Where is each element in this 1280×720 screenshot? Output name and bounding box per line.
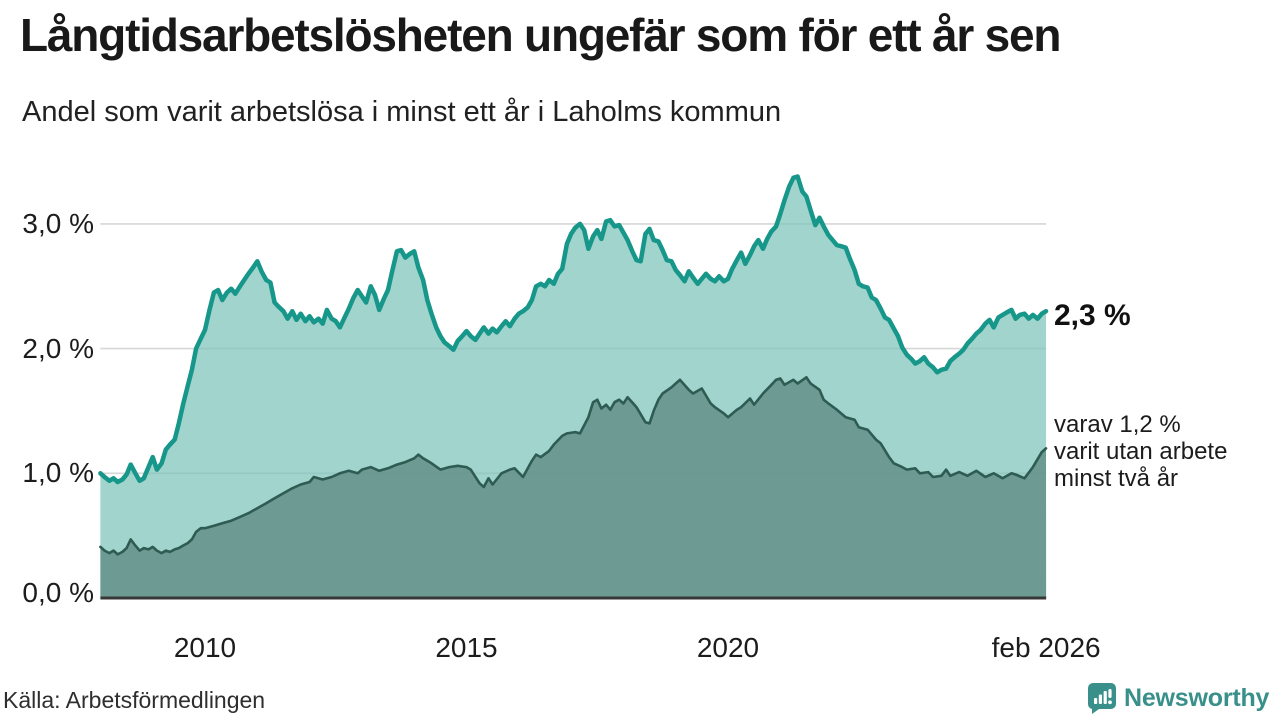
page-title: Långtidsarbetslösheten ungefär som för e… (20, 9, 1062, 61)
newsworthy-speech-bubble-bar-chart-icon (1088, 683, 1116, 714)
secondary-annotation-line2: varit utan arbete (1054, 438, 1228, 465)
y-tick-label: 0,0 % (22, 577, 94, 608)
series-line-2 (99, 376, 1048, 556)
secondary-annotation-line3: minst två år (1054, 465, 1179, 492)
x-tick-label: 2015 (435, 632, 498, 663)
series-area-2 (100, 377, 1047, 598)
source-credit: Källa: Arbetsförmedlingen (3, 687, 266, 713)
secondary-annotation-line1: varav 1,2 % (1054, 411, 1181, 438)
x-tick-label: 2020 (696, 632, 760, 663)
latest-value-annotation: 2,3 % (1054, 299, 1131, 332)
series-line-1 (98, 174, 1049, 485)
y-tick-label: 2,0 % (22, 332, 94, 364)
newsworthy-logo: Newsworthy (1087, 682, 1269, 714)
x-tick-label: 2010 (173, 632, 237, 663)
x-tick-label: feb 2026 (991, 632, 1101, 663)
y-tick-label: 1,0 % (22, 457, 94, 489)
newsworthy-wordmark: Newsworthy (1124, 683, 1270, 712)
page-subtitle: Andel som varit arbetslösa i minst ett å… (22, 96, 782, 128)
secondary-value-annotation: varav 1,2 % varit utan arbete minst två … (1054, 411, 1227, 492)
y-tick-label: 3,0 % (22, 207, 94, 239)
